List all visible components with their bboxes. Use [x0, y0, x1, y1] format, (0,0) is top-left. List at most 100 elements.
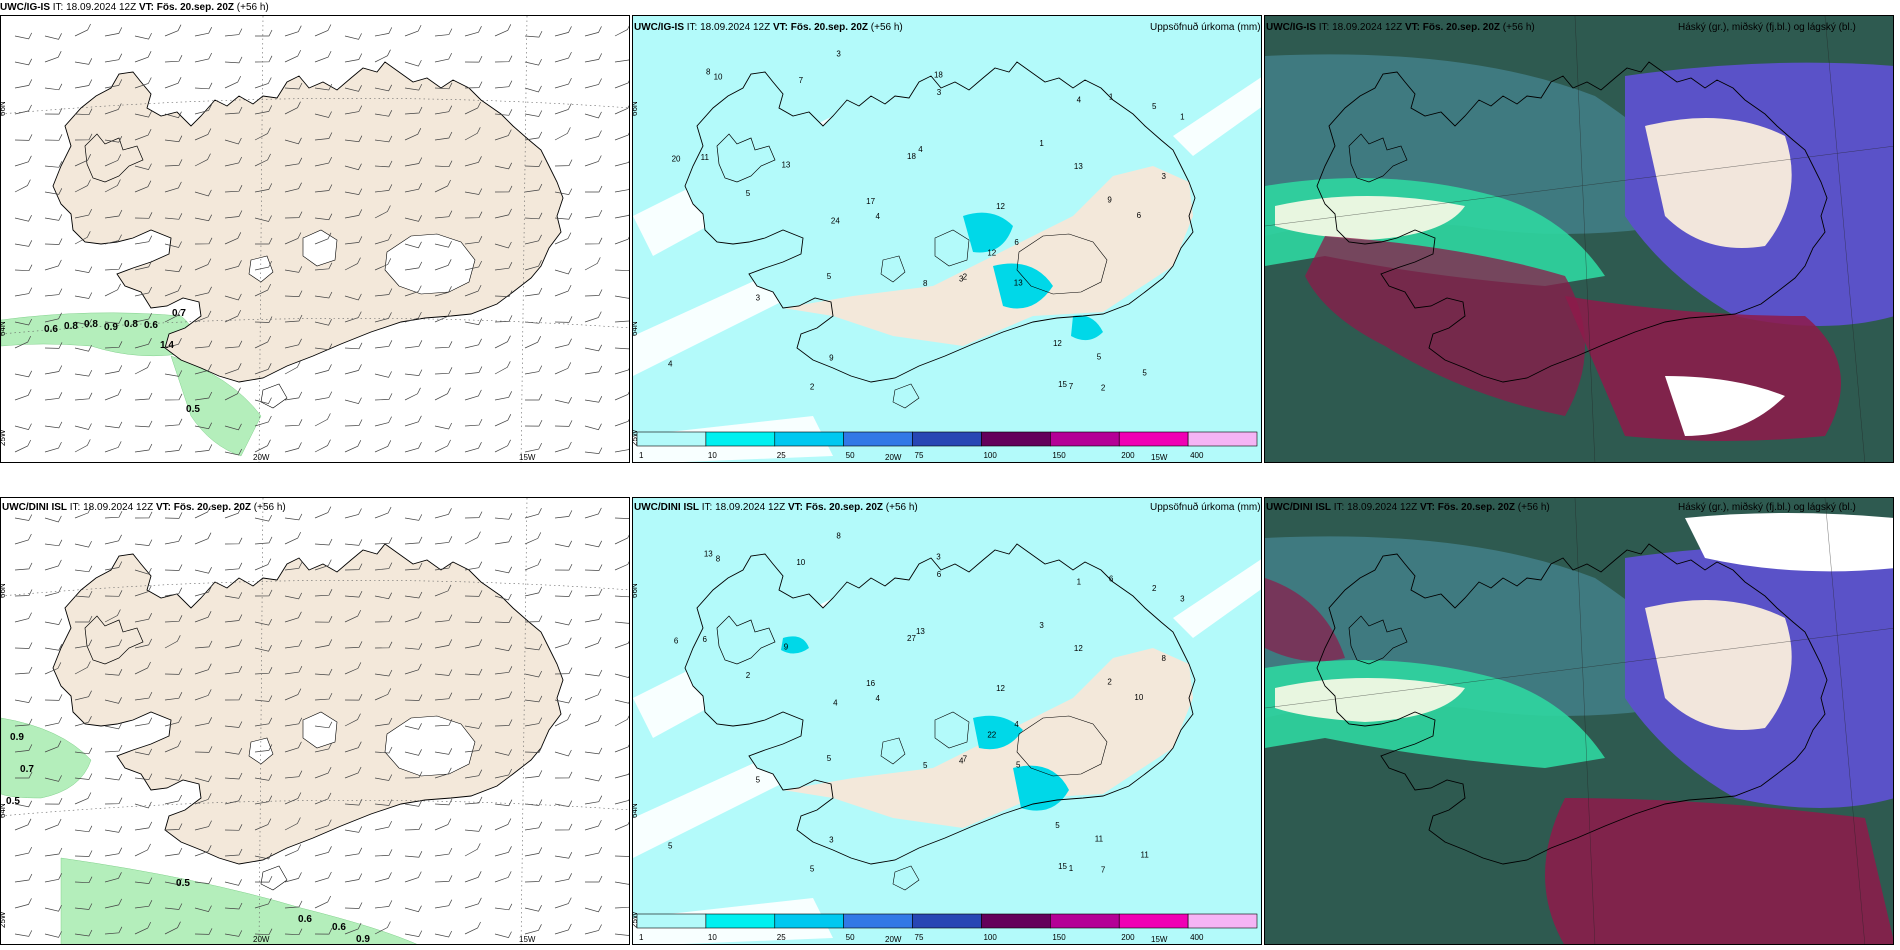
precip-value-label: 20	[672, 154, 681, 163]
wind-barbs	[14, 23, 629, 456]
precip-value-label: 3	[1161, 172, 1166, 181]
it-label: IT:	[701, 502, 713, 513]
precip-value-label: 5	[923, 761, 928, 770]
no-precip-area	[1173, 559, 1261, 638]
precip-value-label: 5	[1152, 102, 1157, 111]
lead-time: (+56 h)	[885, 502, 918, 513]
colorbar-swatch	[636, 431, 707, 447]
cloud-map-r2c3	[1265, 498, 1893, 944]
glacier-outline	[934, 711, 970, 749]
precip-value-label: 15	[1058, 380, 1067, 389]
wind-value-label: 0.9	[356, 934, 370, 945]
wind-value-label: 0.5	[176, 878, 190, 889]
it-value: 18.09.2024 12Z	[1347, 502, 1418, 513]
precip-value-label: 9	[829, 353, 834, 362]
precip-value-label: 4	[918, 145, 923, 154]
header-r1c2: UWC/IG-IS IT: 18.09.2024 12Z VT: Fös. 20…	[634, 22, 903, 33]
precip-value-label: 1	[1077, 577, 1082, 586]
lon-label-20w: 20W	[885, 935, 902, 944]
lat-label-66n: 66N	[1, 101, 7, 116]
colorbar-tick-label: 400	[1190, 933, 1204, 942]
model-name: UWC/IG-IS	[1266, 22, 1316, 33]
heavy-precip-area	[781, 636, 809, 654]
wind-value-label: 0.5	[6, 796, 20, 807]
wind-value-label: 0.6	[44, 324, 58, 335]
mixed-cloud-area	[1545, 798, 1893, 944]
field-title-r2c2: Uppsöfnuð úrkoma (mm)	[1150, 502, 1261, 513]
vt-value: Fös. 20.sep. 20Z	[1437, 502, 1516, 513]
precip-value-label: 4	[668, 359, 673, 368]
colorbar-swatch	[912, 913, 982, 929]
colorbar-tick-label: 100	[983, 933, 997, 942]
colorbar-swatch	[843, 913, 913, 929]
lead-time: (+56 h)	[1502, 22, 1535, 33]
colorbar-swatch	[1118, 431, 1189, 447]
wind-barbs	[14, 505, 629, 939]
colorbar-tick-label: 10	[708, 451, 717, 460]
clear-land-area	[1645, 600, 1792, 730]
glacier-outline	[384, 715, 476, 777]
vt-value: Fös. 20.sep. 20Z	[173, 502, 252, 513]
glacier-outline	[302, 711, 338, 749]
lon-label-15w: 15W	[519, 453, 536, 462]
lon-label-15w: 15W	[519, 935, 536, 944]
wind-value-label: 0.6	[298, 914, 312, 925]
lat-label-64n: 64N	[1, 803, 7, 818]
it-value: 18.09.2024 12Z	[1332, 22, 1403, 33]
lon-label-15w: 15W	[1151, 935, 1168, 944]
colorbar-swatch	[912, 431, 982, 447]
lat-label-66n: 66N	[1, 583, 7, 598]
dry-land-area	[783, 648, 1193, 828]
precip-value-label: 8	[836, 532, 841, 541]
colorbar-tick-label: 150	[1052, 933, 1066, 942]
precip-value-label: 4	[1014, 720, 1019, 729]
precip-value-label: 4	[876, 212, 881, 221]
vt-label: VT:	[1419, 502, 1435, 513]
dry-land-area	[783, 166, 1193, 346]
clear-land-area	[1645, 118, 1792, 248]
lead-time: (+56 h)	[1517, 502, 1550, 513]
colorbar-swatch	[1050, 913, 1120, 929]
precip-value-label: 13	[1014, 278, 1023, 287]
colorbar-swatch	[843, 431, 913, 447]
precip-value-label: 8	[706, 67, 711, 76]
precip-value-label: 6	[937, 570, 942, 579]
it-value: 18.09.2024 12Z	[715, 502, 786, 513]
precip-value-label: 2	[1107, 678, 1112, 687]
precip-value-label: 7	[799, 76, 804, 85]
graticule	[1, 498, 629, 944]
header-r1c1: UWC/IG-IS IT: 18.09.2024 12Z VT: Fös. 20…	[0, 2, 269, 13]
field-title-r1c2: Uppsöfnuð úrkoma (mm)	[1150, 22, 1261, 33]
lead-time: (+56 h)	[870, 22, 903, 33]
precip-value-label: 7	[1069, 382, 1074, 391]
precip-value-label: 10	[1134, 693, 1143, 702]
heavy-precip-area	[973, 715, 1023, 750]
precip-value-label: 8	[923, 279, 928, 288]
precip-value-label: 2	[746, 671, 751, 680]
wind-map-r2c1: 66N 64N 25W 20W 15W 0.9 0.7 0.5 0.5 0.6 0.6 0.9	[1, 498, 629, 945]
precip-value-label: 15	[1058, 862, 1067, 871]
model-name: UWC/DINI ISL	[1266, 502, 1331, 513]
colorbar-tick-label: 75	[915, 933, 924, 942]
colorbar-swatch	[705, 913, 776, 929]
lat-label-66n: 66N	[633, 583, 639, 598]
colorbar-swatch	[1050, 431, 1120, 447]
cloud-map-r1c3	[1265, 16, 1893, 462]
panel-r2c2-precip-map: 66N 64N 25W 20W 15W 4 6 5 8 5 13 11 13 8 12 15 16 27 22 5 5 6…	[632, 497, 1262, 945]
vt-label: VT:	[1404, 22, 1420, 33]
precip-value-label: 1	[1069, 864, 1074, 873]
it-label: IT:	[1318, 22, 1330, 33]
colorbar-tick-label: 25	[777, 451, 786, 460]
lon-label-20w: 20W	[885, 453, 902, 462]
model-name: UWC/IG-IS	[634, 22, 684, 33]
precip-value-label: 18	[907, 152, 916, 161]
graticule	[1265, 498, 1893, 944]
precip-value-label: 5	[1097, 353, 1102, 362]
westfjords-coast	[84, 133, 144, 183]
colorbar-tick-label: 10	[708, 933, 717, 942]
precip-value-label: 12	[987, 249, 996, 258]
glacier-outline	[384, 233, 476, 295]
precip-value-label: 5	[1016, 760, 1021, 769]
panel-r2c1-wind-map: 66N 64N 25W 20W 15W 0.9 0.7 0.5 0.5 0.6 0.6 0.9	[0, 497, 630, 945]
